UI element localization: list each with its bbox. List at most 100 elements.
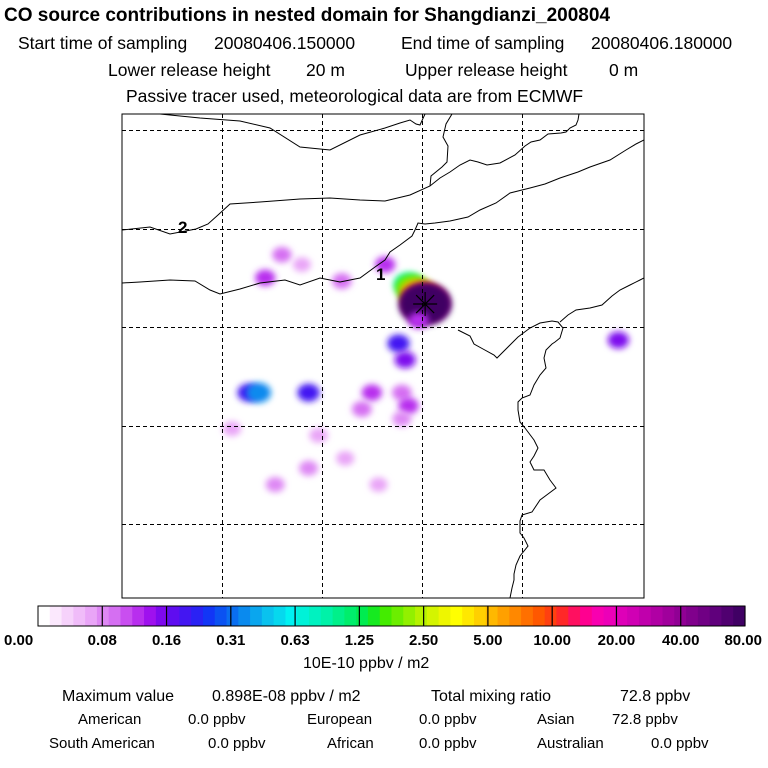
colorbar-swatch-41 bbox=[521, 606, 534, 626]
border-line-central bbox=[122, 139, 644, 295]
colorbar-swatch-51 bbox=[638, 606, 652, 626]
colorbar-swatch-26 bbox=[344, 606, 357, 626]
colorbar-swatch-15 bbox=[214, 606, 228, 626]
lower-height-label: Lower release height bbox=[108, 60, 271, 80]
colorbar-swatch-55 bbox=[686, 606, 699, 626]
colorbar bbox=[37, 605, 746, 627]
plume-cell-28 bbox=[607, 331, 629, 349]
colorbar-tick-label-4: 0.63 bbox=[280, 632, 309, 649]
colorbar-tick-label-7: 5.00 bbox=[473, 632, 502, 649]
colorbar-swatch-28 bbox=[367, 606, 381, 626]
chart-title: CO source contributions in nested domain… bbox=[4, 5, 611, 26]
plume-cell-17 bbox=[361, 384, 383, 401]
colorbar-swatch-44 bbox=[556, 606, 569, 626]
start-time-value: 20080406.150000 bbox=[214, 33, 356, 53]
colorbar-swatch-20 bbox=[273, 606, 287, 626]
coastline-korea bbox=[559, 277, 644, 323]
colorbar-swatch-31 bbox=[403, 606, 416, 626]
end-time-value: 20080406.180000 bbox=[591, 33, 733, 53]
colorbar-swatch-25 bbox=[332, 606, 345, 626]
max-value-label: Maximum value bbox=[62, 688, 175, 705]
colorbar-swatch-47 bbox=[591, 606, 605, 626]
receptor-marker bbox=[413, 292, 438, 317]
region-name-european: European bbox=[307, 711, 373, 728]
colorbar-swatch-58 bbox=[721, 606, 734, 626]
border-line-fork bbox=[429, 114, 453, 187]
colorbar-swatch-42 bbox=[532, 606, 546, 626]
border-line-north bbox=[159, 114, 426, 151]
plume-cell-25 bbox=[222, 421, 242, 437]
colorbar-unit: 10E-10 ppbv / m2 bbox=[303, 655, 430, 672]
region-name-asian: Asian bbox=[537, 711, 575, 728]
note-text: Passive tracer used, meteorological data… bbox=[126, 86, 584, 106]
total-mixing-label: Total mixing ratio bbox=[431, 688, 552, 705]
total-mixing-value: 72.8 ppbv bbox=[620, 688, 691, 705]
region-label-1: 1 bbox=[376, 265, 385, 284]
region-value-african: 0.0 ppbv bbox=[419, 735, 477, 752]
colorbar-tick-label-11: 80.00 bbox=[724, 632, 762, 649]
colorbar-swatch-27 bbox=[356, 606, 369, 626]
colorbar-swatch-43 bbox=[544, 606, 558, 626]
colorbar-swatch-33 bbox=[426, 606, 440, 626]
colorbar-swatch-6 bbox=[108, 606, 122, 626]
colorbar-swatch-59 bbox=[733, 606, 746, 626]
region-name-australian: Australian bbox=[537, 735, 604, 752]
region-name-south-american: South American bbox=[49, 735, 155, 752]
grid-lines bbox=[122, 114, 644, 598]
plume-cell-19 bbox=[336, 451, 355, 466]
colorbar-swatch-13 bbox=[191, 606, 204, 626]
colorbar-swatch-22 bbox=[297, 606, 310, 626]
colorbar-tick-label-0: 0.00 bbox=[4, 632, 33, 649]
colorbar-swatch-7 bbox=[120, 606, 133, 626]
colorbar-swatch-4 bbox=[85, 606, 98, 626]
region-value-australian: 0.0 ppbv bbox=[651, 735, 709, 752]
colorbar-swatch-17 bbox=[238, 606, 251, 626]
colorbar-swatch-40 bbox=[509, 606, 522, 626]
plume-cell-23 bbox=[246, 382, 271, 403]
colorbar-swatch-12 bbox=[179, 606, 192, 626]
colorbar-swatch-53 bbox=[662, 606, 675, 626]
plume-cell-27 bbox=[369, 477, 388, 492]
colorbar-tick-label-8: 10.00 bbox=[533, 632, 571, 649]
plume-cell-18 bbox=[351, 401, 372, 417]
coastline-bohai bbox=[457, 320, 564, 598]
plume-cell-21 bbox=[299, 460, 319, 476]
colorbar-swatch-32 bbox=[415, 606, 428, 626]
plume-cell-4 bbox=[374, 256, 396, 273]
colorbar-swatch-45 bbox=[568, 606, 581, 626]
colorbar-swatch-10 bbox=[155, 606, 169, 626]
end-time-label: End time of sampling bbox=[401, 33, 565, 53]
plume-cell-2 bbox=[292, 257, 311, 272]
colorbar-swatch-57 bbox=[709, 606, 723, 626]
colorbar-swatch-46 bbox=[580, 606, 593, 626]
upper-height-value: 0 m bbox=[609, 60, 639, 80]
region-labels: 2 1 bbox=[178, 218, 385, 284]
colorbar-swatch-23 bbox=[309, 606, 322, 626]
colorbar-swatch-0 bbox=[38, 606, 51, 626]
plume-cell-1 bbox=[272, 247, 292, 263]
colorbar-swatch-14 bbox=[202, 606, 216, 626]
colorbar-swatch-37 bbox=[473, 606, 487, 626]
plume-cell-14 bbox=[391, 384, 412, 401]
region-name-african: African bbox=[327, 735, 374, 752]
coastlines bbox=[122, 114, 644, 598]
colorbar-swatch-48 bbox=[603, 606, 616, 626]
plume-cell-24 bbox=[297, 383, 320, 402]
colorbar-swatch-2 bbox=[61, 606, 74, 626]
plume-cell-26 bbox=[265, 477, 285, 493]
region-value-european: 0.0 ppbv bbox=[419, 711, 477, 728]
plume-cell-15 bbox=[398, 397, 419, 414]
colorbar-swatch-5 bbox=[96, 606, 110, 626]
colorbar-tick-label-2: 0.16 bbox=[152, 632, 181, 649]
colorbar-tick-label-5: 1.25 bbox=[345, 632, 374, 649]
colorbar-swatch-9 bbox=[144, 606, 157, 626]
plume-cell-20 bbox=[309, 427, 328, 443]
colorbar-swatch-39 bbox=[497, 606, 510, 626]
colorbar-swatch-11 bbox=[167, 606, 180, 626]
max-value: 0.898E-08 ppbv / m2 bbox=[212, 688, 361, 705]
colorbar-swatch-18 bbox=[250, 606, 263, 626]
colorbar-frame bbox=[37, 605, 746, 627]
colorbar-swatch-16 bbox=[226, 606, 239, 626]
region-value-south-american: 0.0 ppbv bbox=[208, 735, 266, 752]
colorbar-swatch-30 bbox=[391, 606, 404, 626]
